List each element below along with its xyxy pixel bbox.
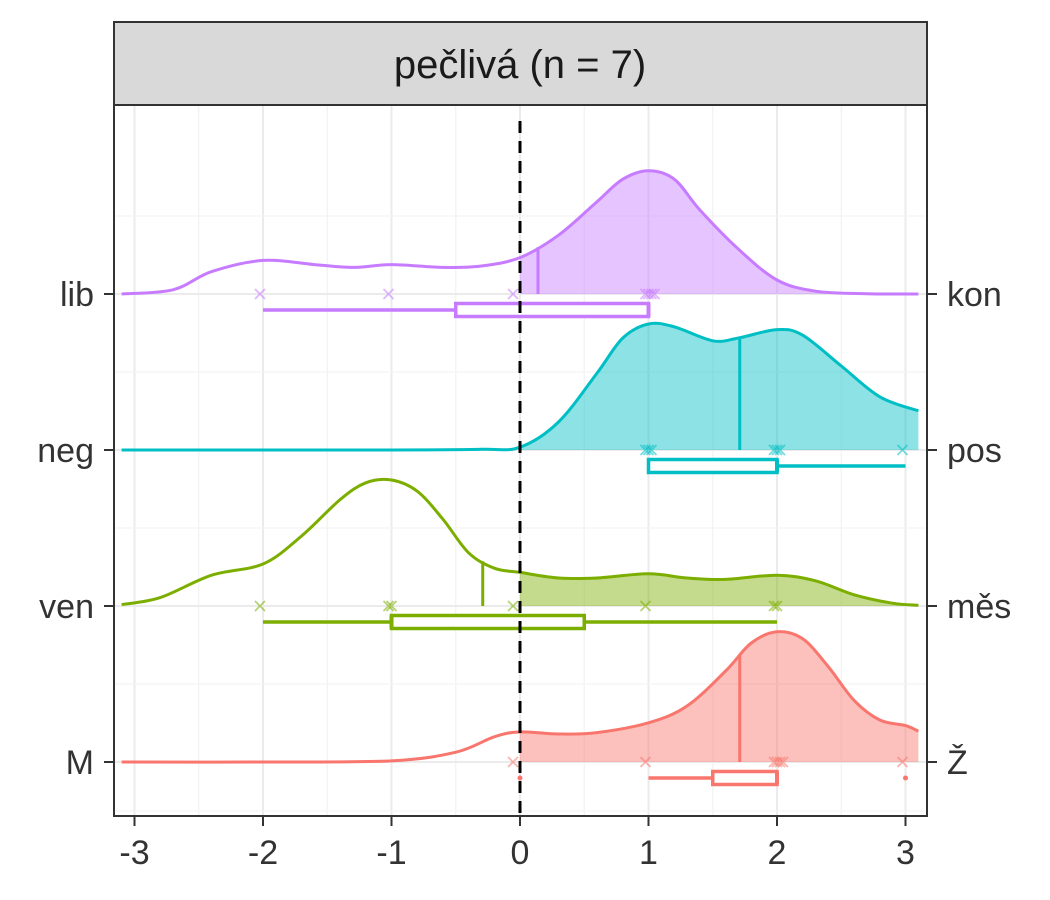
box-iqr: [454, 301, 651, 319]
y-label-left: M: [66, 744, 94, 782]
data-point: [896, 444, 909, 456]
box-outlier: [903, 775, 908, 781]
data-point: [507, 288, 519, 300]
x-tick-label: -2: [248, 834, 278, 872]
density-curve: [121, 321, 919, 452]
density-curve: [121, 630, 920, 764]
y-label-right: pos: [947, 432, 1002, 470]
ridge-row-neg-pos: [121, 321, 919, 475]
y-label-right: měs: [947, 588, 1011, 626]
data-point: [645, 444, 658, 456]
ridge-row-M-Ž: [121, 630, 920, 787]
facet-title: pečlivá (n = 7): [394, 43, 646, 87]
box-iqr: [711, 769, 779, 787]
data-point: [254, 288, 266, 300]
data-point: [639, 756, 652, 768]
x-tick-label: -1: [376, 834, 406, 872]
data-point: [768, 600, 780, 612]
box-iqr: [389, 613, 586, 631]
data-point: [771, 444, 783, 456]
data-point: [639, 600, 652, 612]
y-label-right: kon: [947, 276, 1002, 314]
x-tick-label: 1: [639, 834, 658, 872]
y-label-left: neg: [37, 432, 94, 470]
data-point: [645, 288, 658, 300]
density-curve: [121, 477, 919, 607]
ridge-rows: [121, 169, 920, 787]
data-point: [777, 756, 789, 768]
density-area: [520, 572, 919, 606]
x-tick-label: 0: [511, 834, 530, 872]
data-point: [507, 756, 519, 768]
facet-strip: pečlivá (n = 7): [113, 21, 928, 106]
density-curve: [121, 169, 919, 296]
x-tick-label: 2: [768, 834, 787, 872]
ridge-row-lib-kon: [121, 169, 919, 319]
data-point: [385, 600, 398, 612]
y-label-left: lib: [60, 276, 94, 314]
data-point: [771, 600, 783, 612]
data-point: [648, 288, 661, 300]
data-point: [254, 600, 266, 612]
box-iqr: [646, 457, 779, 475]
data-point: [774, 756, 786, 768]
ridge-row-ven-měs: [121, 477, 919, 631]
y-label-right: Ž: [947, 744, 968, 782]
data-point: [382, 288, 395, 300]
data-point: [774, 444, 786, 456]
data-point: [896, 756, 909, 768]
data-point: [642, 444, 655, 456]
box-outlier: [517, 775, 523, 781]
data-point: [382, 600, 395, 612]
data-point: [507, 600, 519, 612]
y-label-left: ven: [39, 588, 94, 626]
x-tick-label: -3: [119, 834, 149, 872]
density-area: [520, 323, 919, 450]
x-tick-label: 3: [896, 834, 915, 872]
